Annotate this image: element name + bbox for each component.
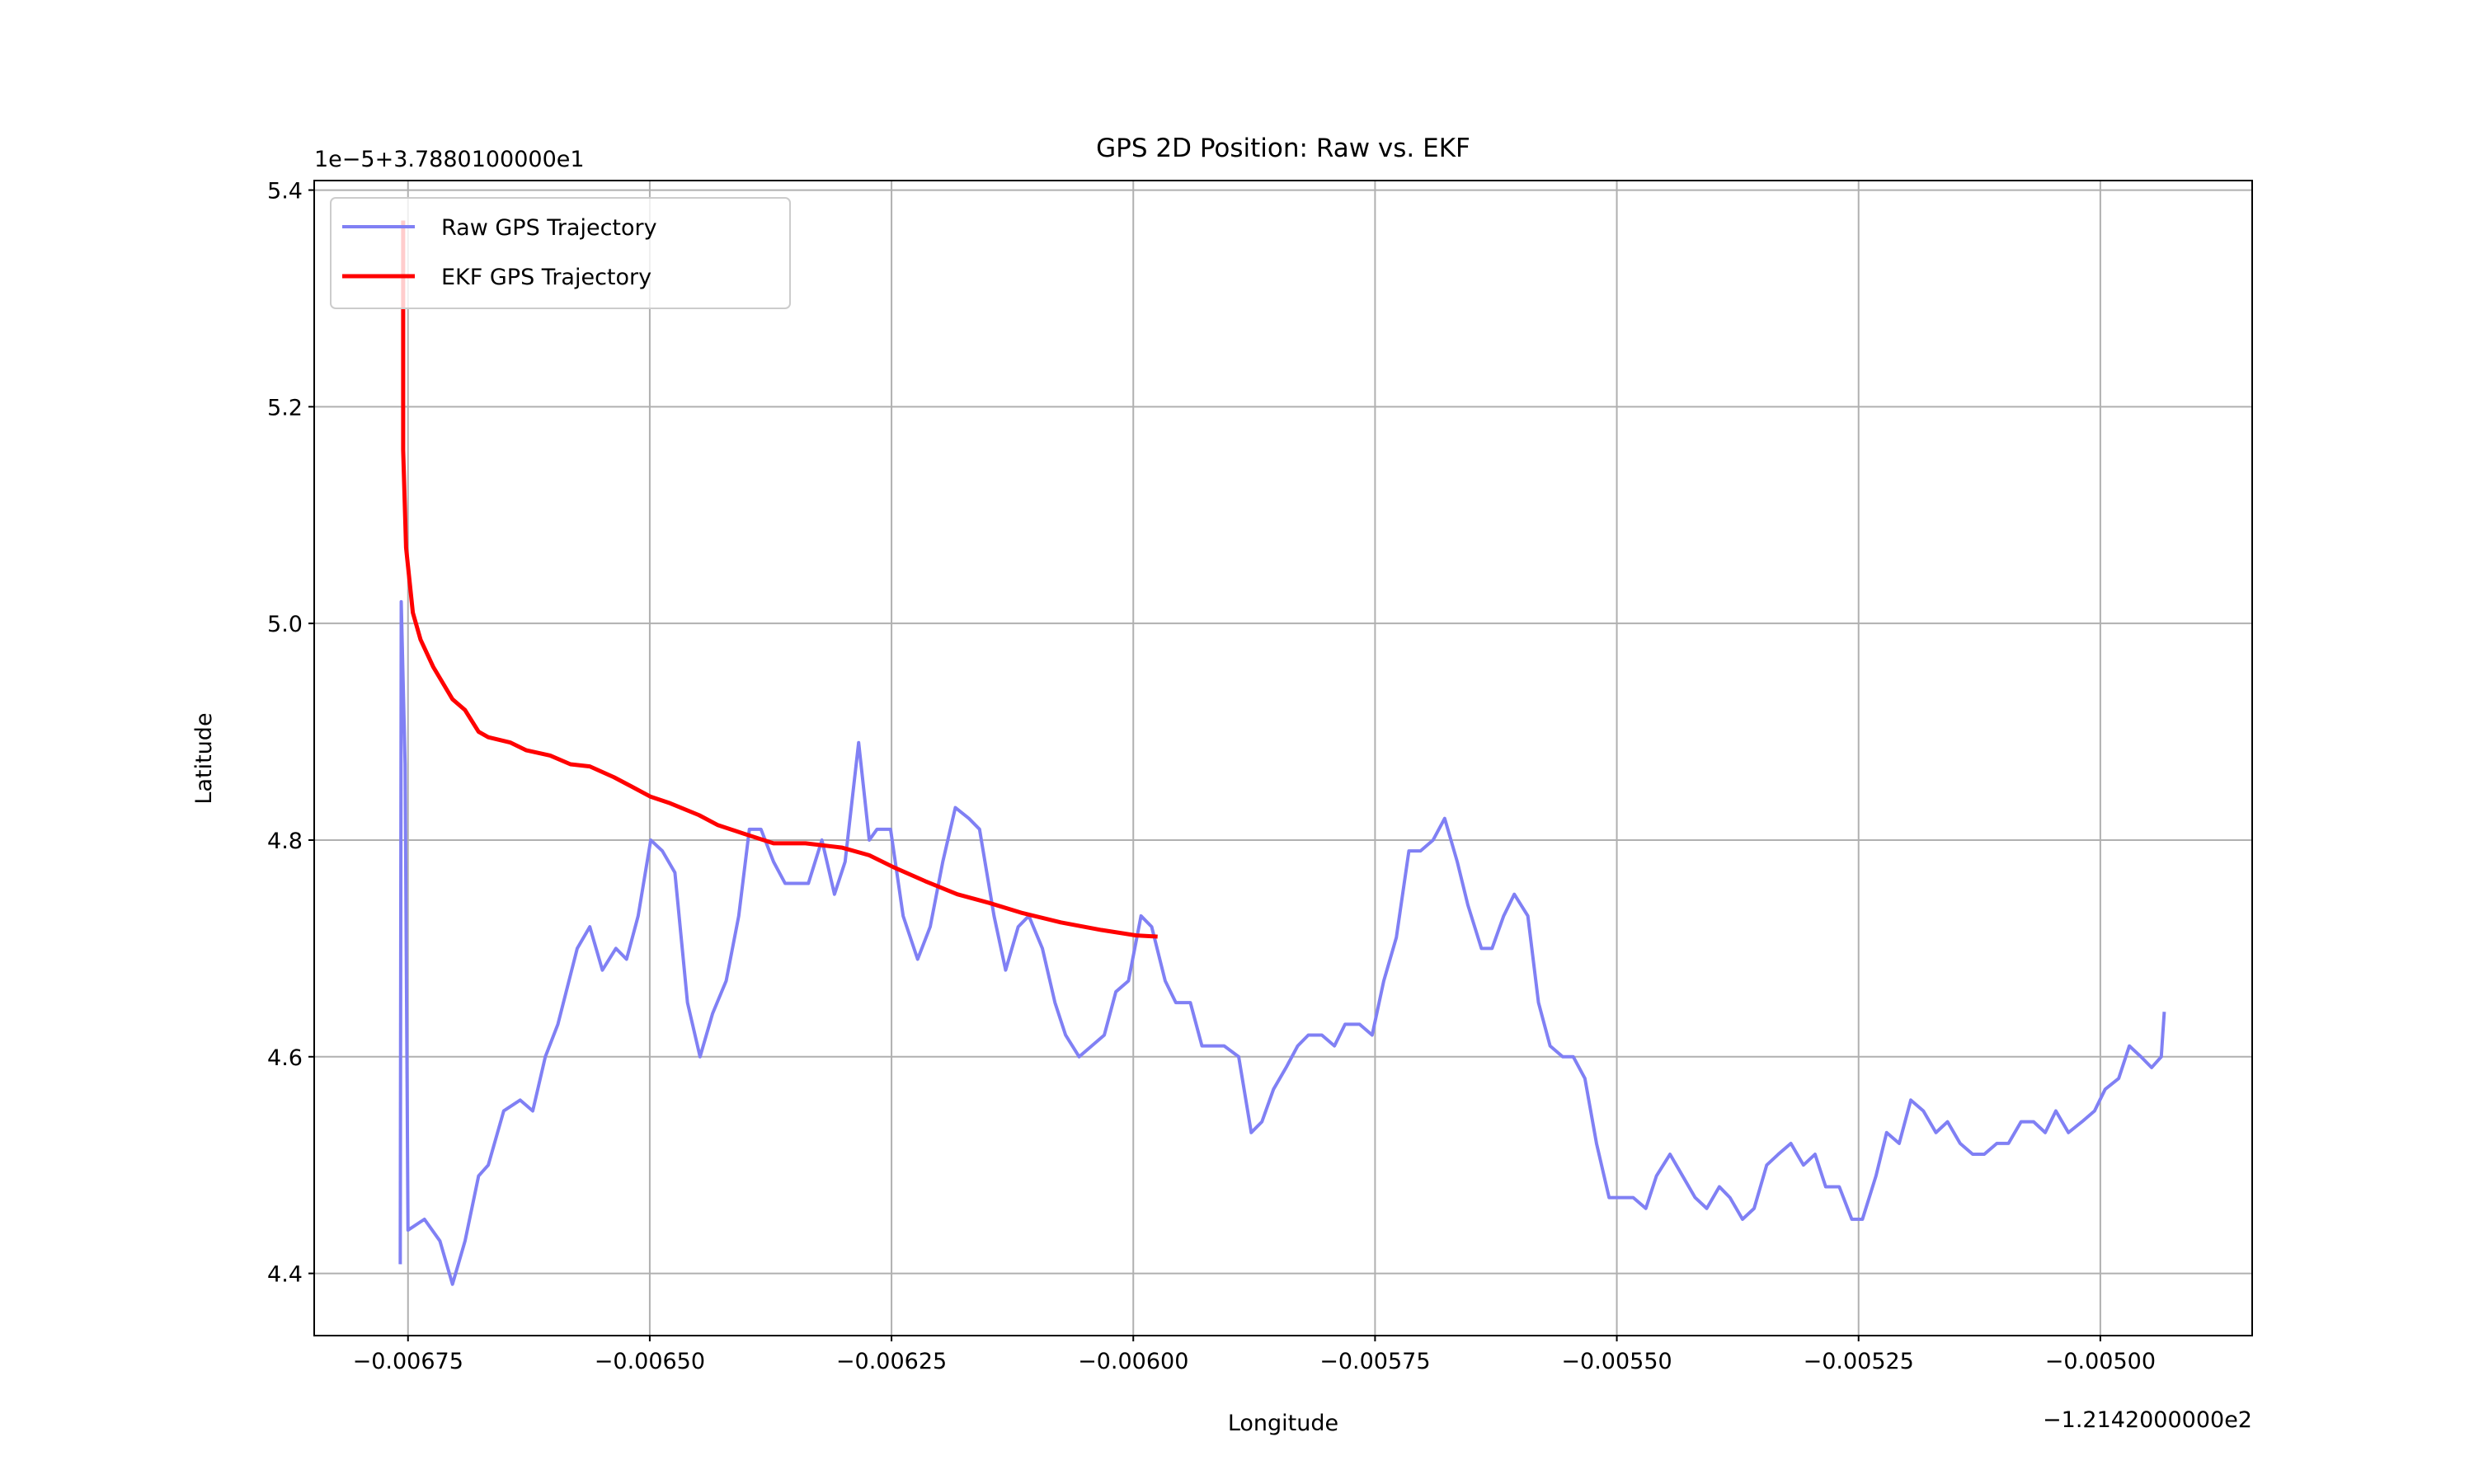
series-line xyxy=(398,599,2166,1286)
x-tick-label: −0.00575 xyxy=(1319,1349,1430,1374)
x-tick-label: −0.00500 xyxy=(2045,1349,2156,1374)
plot-frame xyxy=(313,180,2253,1336)
x-offset-label: −1.2142000000e2 xyxy=(2043,1407,2252,1433)
y-offset-label: 1e−5+3.7880100000e1 xyxy=(314,147,585,172)
y-tick-label: 4.4 xyxy=(267,1262,303,1288)
x-tick-label: −0.00600 xyxy=(1078,1349,1188,1374)
chart-title: GPS 2D Position: Raw vs. EKF xyxy=(1096,134,1470,163)
x-tick-label: −0.00675 xyxy=(353,1349,463,1374)
y-tick-label: 4.8 xyxy=(267,829,303,854)
x-tick-label: −0.00650 xyxy=(595,1349,705,1374)
y-axis-label: Latitude xyxy=(191,712,217,804)
x-tick-label: −0.00625 xyxy=(836,1349,947,1374)
x-tick-label: −0.00525 xyxy=(1804,1349,1914,1374)
x-tick-label: −0.00550 xyxy=(1561,1349,1672,1374)
grid-layer xyxy=(314,181,2252,1336)
legend-box xyxy=(330,197,791,309)
y-tick-label: 4.6 xyxy=(267,1045,303,1071)
y-tick-label: 5.4 xyxy=(267,179,303,204)
tick-layer: −0.00675 −0.00650 −0.00625 −0.00600 −0.00575… xyxy=(267,179,2156,1374)
legend: Raw GPS Trajectory EKF GPS Trajectory xyxy=(330,197,791,309)
x-axis-label: Longitude xyxy=(1228,1411,1338,1436)
line-layer xyxy=(398,220,2166,1286)
y-tick-label: 5.2 xyxy=(267,395,303,420)
legend-label: EKF GPS Trajectory xyxy=(441,265,651,290)
y-tick-label: 5.0 xyxy=(267,612,303,637)
series-line xyxy=(401,220,1158,939)
legend-label: Raw GPS Trajectory xyxy=(441,215,657,241)
